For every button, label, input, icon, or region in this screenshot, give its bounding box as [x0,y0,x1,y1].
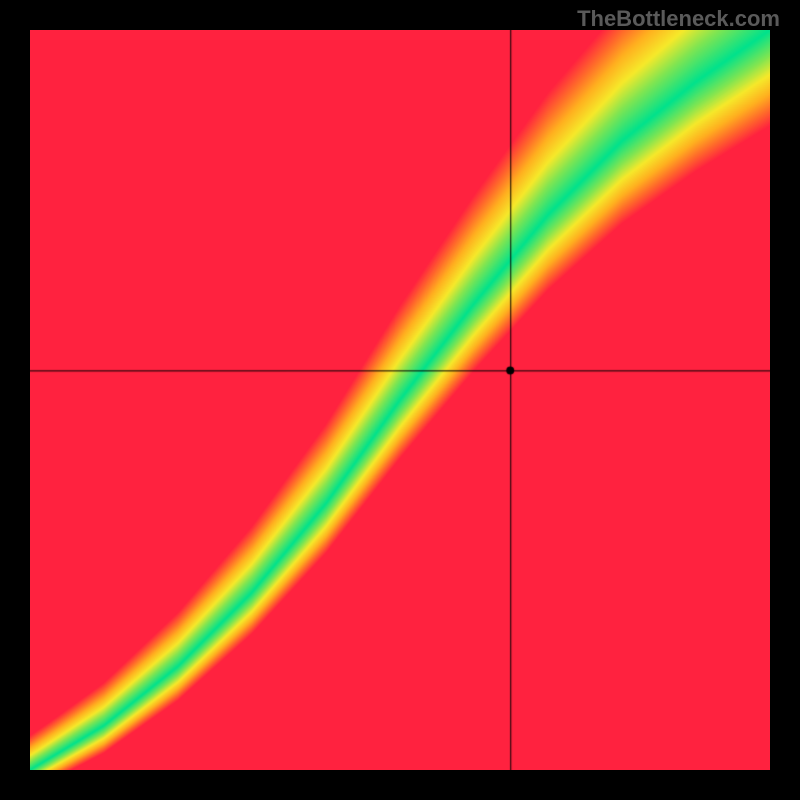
heatmap-canvas [30,30,770,770]
watermark-text: TheBottleneck.com [577,6,780,32]
heatmap-plot [30,30,770,770]
chart-container: TheBottleneck.com [0,0,800,800]
